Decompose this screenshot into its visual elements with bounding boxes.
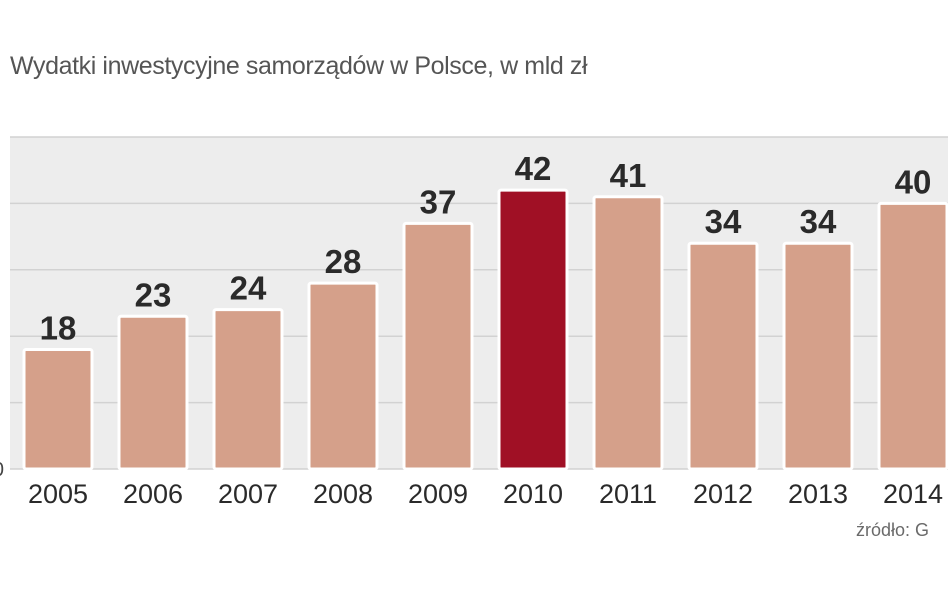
value-label-2011: 41 xyxy=(610,157,647,194)
value-label-2013: 34 xyxy=(800,203,837,240)
bar-2011 xyxy=(592,195,664,471)
value-label-2010: 42 xyxy=(515,150,552,187)
bar-2008 xyxy=(307,281,379,471)
y-tick-label: 0 xyxy=(0,459,4,481)
value-label-2014: 40 xyxy=(895,163,932,200)
value-label-2005: 18 xyxy=(40,309,77,346)
bar-2014 xyxy=(877,201,948,471)
x-tick-label-2011: 2011 xyxy=(599,479,657,509)
bar-2009 xyxy=(402,221,474,471)
value-label-2012: 34 xyxy=(705,203,742,240)
bar-2013 xyxy=(782,241,854,471)
value-label-2009: 37 xyxy=(420,183,457,220)
y-axis-ticks: 0 xyxy=(0,459,4,481)
bar-2012 xyxy=(687,241,759,471)
x-tick-label-2008: 2008 xyxy=(313,479,373,509)
x-tick-label-2012: 2012 xyxy=(693,479,753,509)
x-tick-label-2009: 2009 xyxy=(408,479,468,509)
x-tick-label-2006: 2006 xyxy=(123,479,183,509)
value-label-2006: 23 xyxy=(135,276,172,313)
x-tick-label-2005: 2005 xyxy=(28,479,88,509)
x-axis-ticks: 2005 2006 2007 2008 2009 2010 2011 2012 2013 2014 xyxy=(28,479,943,509)
value-label-2007: 24 xyxy=(230,270,267,307)
bar-2006 xyxy=(117,314,189,471)
bar-2005 xyxy=(22,347,94,471)
x-tick-label-2014: 2014 xyxy=(883,479,943,509)
x-tick-label-2010: 2010 xyxy=(503,479,563,509)
chart-title: Wydatki inwestycyjne samorządów w Polsce… xyxy=(10,52,588,80)
source-note: źródło: G xyxy=(856,520,930,540)
value-labels: 18 23 24 28 37 42 41 34 34 40 xyxy=(40,150,932,346)
x-tick-label-2013: 2013 xyxy=(788,479,848,509)
bar-2007 xyxy=(212,308,284,471)
value-label-2008: 28 xyxy=(325,243,362,280)
bar-2010 xyxy=(497,188,569,471)
x-tick-label-2007: 2007 xyxy=(218,479,278,509)
bars xyxy=(22,188,948,471)
